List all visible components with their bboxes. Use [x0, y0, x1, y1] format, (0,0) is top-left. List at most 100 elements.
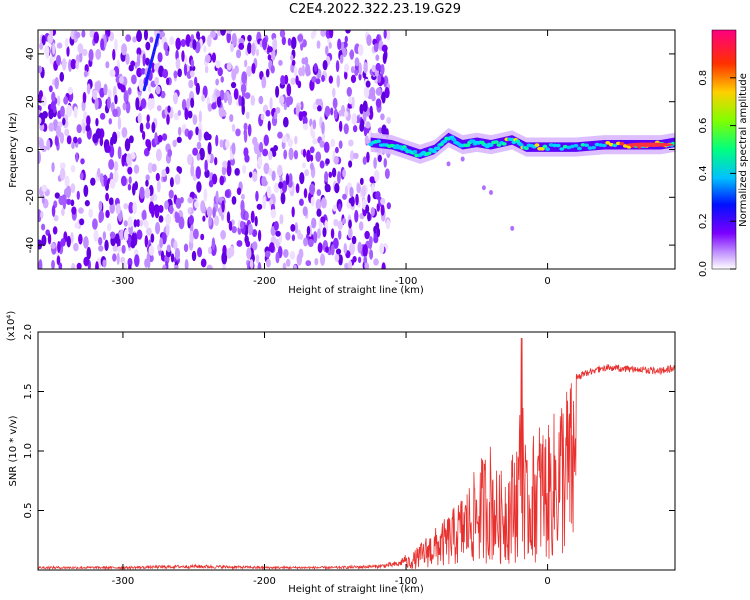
- noise-blob: [338, 120, 343, 132]
- noise-blob: [133, 164, 140, 174]
- noise-blob: [277, 164, 283, 177]
- noise-blob: [252, 241, 258, 251]
- noise-blob: [319, 139, 325, 148]
- spectrogram-x-tick-label: -300: [112, 276, 135, 287]
- noise-blob: [352, 152, 359, 160]
- noise-blob: [375, 54, 380, 61]
- noise-blob: [272, 38, 278, 51]
- noise-blob: [321, 131, 326, 142]
- noise-blob: [247, 123, 252, 137]
- noise-blob: [127, 236, 132, 248]
- noise-blob: [158, 204, 164, 213]
- signal-blob: [605, 141, 611, 145]
- noise-blob: [344, 35, 348, 43]
- noise-blob: [142, 53, 146, 67]
- snr-x-tick-label: -200: [253, 576, 276, 587]
- noise-blob: [105, 209, 110, 219]
- noise-blob: [196, 141, 202, 150]
- noise-blob: [236, 49, 242, 59]
- noise-blob: [330, 138, 336, 148]
- noise-blob: [373, 157, 377, 169]
- noise-blob: [59, 71, 65, 82]
- noise-blob: [191, 250, 197, 262]
- noise-blob: [157, 134, 163, 143]
- spectrogram-x-axis-title: Height of straight line (km): [288, 285, 424, 296]
- noise-blob: [316, 208, 322, 217]
- noise-blob: [283, 248, 289, 258]
- noise-blob: [220, 30, 226, 36]
- noise-blob: [76, 124, 82, 134]
- noise-blob: [380, 198, 386, 205]
- signal-blob: [545, 147, 551, 152]
- noise-blob: [252, 171, 258, 182]
- noise-blob: [92, 218, 98, 230]
- noise-blob: [315, 151, 322, 163]
- noise-blob: [83, 70, 88, 78]
- noise-blob: [215, 78, 219, 86]
- noise-blob: [192, 228, 199, 240]
- noise-blob: [249, 259, 254, 269]
- noise-blob: [64, 37, 69, 49]
- noise-blob: [328, 171, 333, 178]
- noise-blob: [358, 72, 362, 81]
- signal-blob: [431, 149, 437, 154]
- noise-blob: [349, 49, 354, 60]
- noise-blob: [183, 63, 188, 76]
- noise-blob: [250, 210, 255, 223]
- noise-blob: [357, 256, 362, 264]
- noise-blob: [332, 87, 336, 98]
- noise-blob: [257, 229, 262, 242]
- noise-blob: [149, 36, 154, 43]
- noise-blob: [177, 126, 182, 136]
- noise-blob: [299, 172, 305, 185]
- noise-blob: [241, 103, 245, 116]
- noise-blob: [348, 260, 353, 269]
- noise-blob: [94, 97, 99, 111]
- noise-blob: [177, 68, 182, 78]
- noise-blob: [116, 131, 121, 139]
- noise-blob: [115, 203, 121, 215]
- noise-blob: [127, 183, 132, 191]
- noise-blob: [312, 102, 318, 110]
- signal-blob: [451, 137, 457, 142]
- noise-blob: [288, 147, 294, 161]
- noise-blob: [136, 47, 142, 56]
- noise-blob: [283, 149, 288, 160]
- noise-blob: [330, 107, 334, 116]
- noise-blob: [296, 253, 302, 266]
- noise-blob: [218, 206, 223, 217]
- noise-blob: [381, 44, 388, 53]
- noise-blob: [290, 224, 296, 232]
- noise-blob: [196, 152, 201, 161]
- colorbar-tick-label: 0.2: [698, 213, 709, 229]
- noise-blob: [50, 242, 56, 250]
- noise-blob: [380, 113, 385, 121]
- noise-blob: [90, 177, 96, 186]
- snr-x-tick-label: -300: [112, 576, 135, 587]
- noise-blob: [48, 85, 53, 93]
- noise-blob: [312, 138, 318, 145]
- noise-blob: [189, 65, 196, 72]
- noise-blob: [198, 128, 202, 142]
- noise-blob: [176, 136, 182, 144]
- noise-blob: [154, 76, 160, 86]
- noise-blob: [95, 48, 102, 60]
- noise-blob: [41, 95, 47, 107]
- noise-blob: [282, 262, 287, 269]
- noise-blob: [136, 30, 142, 42]
- noise-blob: [364, 262, 370, 269]
- noise-blob: [207, 246, 212, 255]
- noise-blob: [287, 138, 294, 148]
- noise-blob: [365, 80, 371, 88]
- noise-blob: [315, 78, 321, 85]
- noise-blob: [316, 189, 322, 197]
- noise-blob: [300, 101, 304, 111]
- noise-blob: [78, 207, 84, 214]
- noise-blob: [238, 94, 242, 107]
- noise-blob: [363, 61, 368, 74]
- noise-blob: [40, 211, 44, 219]
- noise-blob: [350, 66, 355, 74]
- noise-blob: [146, 114, 150, 123]
- noise-blob: [159, 31, 166, 38]
- noise-blob: [313, 63, 318, 72]
